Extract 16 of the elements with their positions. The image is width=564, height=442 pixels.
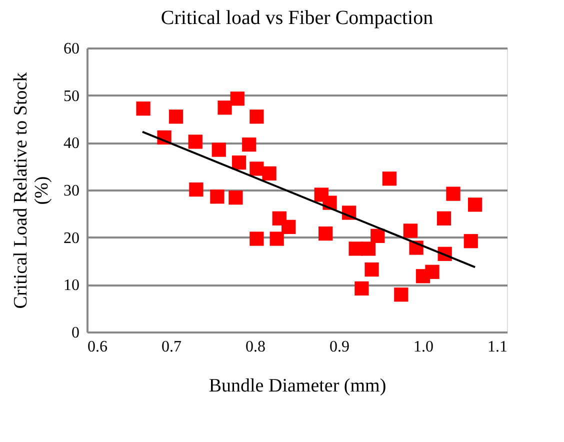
y-tick-label: 50 xyxy=(64,88,80,105)
y-tick-label: 30 xyxy=(64,182,80,200)
x-tick-label: 1.1 xyxy=(488,338,508,356)
x-tick-label: 0.8 xyxy=(246,338,266,356)
y-tick-label: 60 xyxy=(64,40,80,58)
y-tick-label: 10 xyxy=(64,277,80,294)
x-tick-label: 0.6 xyxy=(88,338,108,356)
x-tick-label: 1.0 xyxy=(414,338,434,356)
y-axis-title: Critical Load Relative to Stock (%) xyxy=(10,72,52,309)
y-tick-label: 20 xyxy=(64,230,80,247)
y-tick-label: 0 xyxy=(72,324,80,342)
x-axis-title: Bundle Diameter (mm) xyxy=(208,376,386,396)
chart-title: Critical load vs Fiber Compaction xyxy=(160,7,434,29)
y-tick-label: 40 xyxy=(64,135,80,152)
x-tick-label: 0.9 xyxy=(330,338,350,356)
x-tick-label: 0.7 xyxy=(162,338,182,356)
